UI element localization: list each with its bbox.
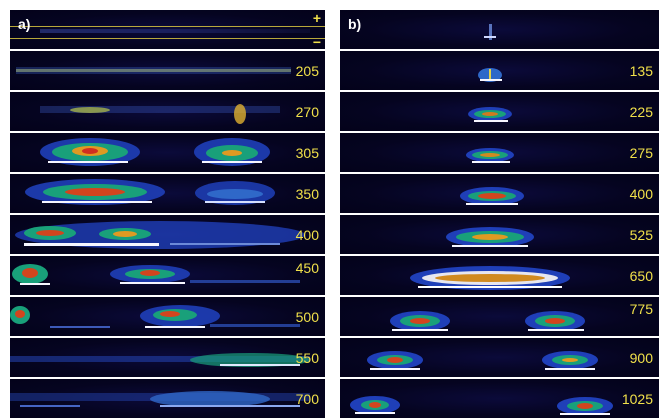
plasma-b-2 xyxy=(468,107,512,122)
polarity-plus: + xyxy=(312,10,321,26)
plasma-b-0 xyxy=(484,24,496,40)
strip-a-4: 350 xyxy=(10,174,325,213)
plasma-a-9 xyxy=(10,391,310,407)
label-b-1: 135 xyxy=(629,62,653,79)
plasma-b-4 xyxy=(460,187,524,205)
label-a-3: 305 xyxy=(295,144,319,161)
strip-a-1: 205 xyxy=(10,51,325,90)
label-a-7: 500 xyxy=(295,308,319,325)
label-b-4: 400 xyxy=(629,185,653,202)
label-b-6: 650 xyxy=(629,267,653,284)
electrode-line-top xyxy=(10,26,325,27)
strip-a-5: 400 xyxy=(10,215,325,254)
plasma-b-6 xyxy=(410,266,570,290)
plasma-a-1 xyxy=(16,67,291,74)
label-a-2: 270 xyxy=(295,103,319,120)
panel-a-letter: a) xyxy=(18,16,31,32)
label-b-5: 525 xyxy=(629,226,653,243)
label-a-1: 205 xyxy=(295,62,319,79)
strip-b-4: 400 xyxy=(340,174,659,213)
label-a-4: 350 xyxy=(295,185,319,202)
strip-a-header: a) + − xyxy=(10,10,325,49)
plasma-b-5 xyxy=(446,227,534,247)
electrode-line-bottom xyxy=(10,38,325,39)
strip-a-3: 305 xyxy=(10,133,325,172)
plasma-b-7 xyxy=(390,311,585,331)
plasma-b-3 xyxy=(466,148,514,163)
strip-a-7: 500 xyxy=(10,297,325,336)
strip-a-9: 700 xyxy=(10,379,325,418)
plasma-b-8 xyxy=(367,351,598,370)
polarity-minus: − xyxy=(312,34,321,49)
plasma-b-1 xyxy=(478,68,502,82)
strip-b-1: 135 xyxy=(340,51,659,90)
strip-b-9: 1025 xyxy=(340,379,659,418)
plasma-a-3 xyxy=(40,138,270,166)
plasma-a-7 xyxy=(10,305,300,328)
label-a-5: 400 xyxy=(295,226,319,243)
plasma-a-2 xyxy=(40,104,280,124)
strip-a-6: 450 xyxy=(10,256,325,295)
label-b-7: 775 xyxy=(629,301,653,317)
strip-b-header: b) xyxy=(340,10,659,49)
panel-b: b) 135 225 275 xyxy=(340,10,659,418)
label-b-9: 1025 xyxy=(621,390,653,407)
label-b-8: 900 xyxy=(629,349,653,366)
label-b-3: 275 xyxy=(629,144,653,161)
strip-b-2: 225 xyxy=(340,92,659,131)
panel-a: a) + − 205 270 xyxy=(10,10,325,418)
strip-a-header-glow xyxy=(40,29,310,33)
plasma-a-8 xyxy=(10,353,310,367)
plasma-b-9 xyxy=(350,396,613,415)
label-a-6: 450 xyxy=(295,260,319,276)
plasma-a-5 xyxy=(15,221,305,249)
label-a-8: 550 xyxy=(295,349,319,366)
strip-a-2: 270 xyxy=(10,92,325,131)
label-b-2: 225 xyxy=(629,103,653,120)
strip-b-5: 525 xyxy=(340,215,659,254)
strip-b-3: 275 xyxy=(340,133,659,172)
strip-b-6: 650 xyxy=(340,256,659,295)
plasma-a-4 xyxy=(25,179,275,205)
strip-b-7: 775 xyxy=(340,297,659,336)
strip-b-8: 900 xyxy=(340,338,659,377)
panel-b-letter: b) xyxy=(348,16,362,32)
plasma-a-6 xyxy=(12,264,300,285)
strip-a-8: 550 xyxy=(10,338,325,377)
label-a-9: 700 xyxy=(295,390,319,407)
